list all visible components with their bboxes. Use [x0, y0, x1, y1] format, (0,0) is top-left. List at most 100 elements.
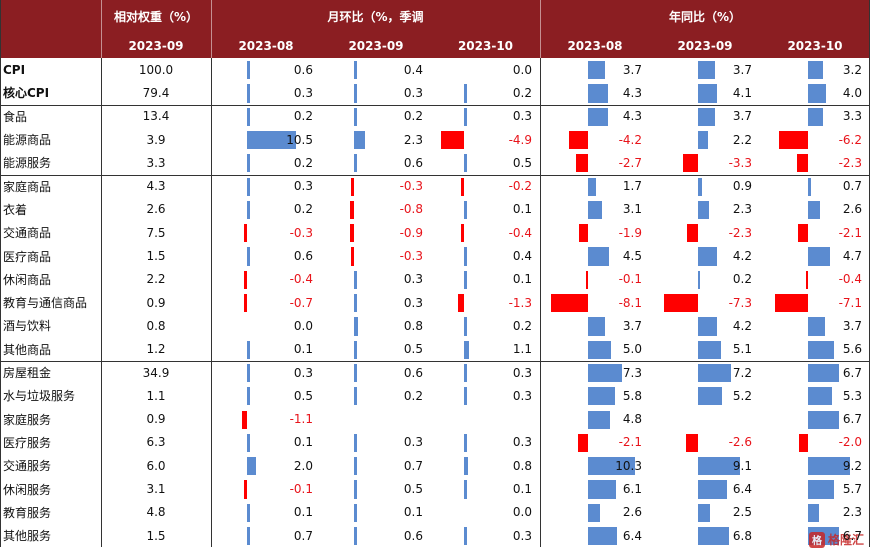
table-row: 交通服务 6.0 2.0 0.7 0.8 10.3 9.1 9.2: [0, 454, 870, 477]
mom-bar: [247, 61, 250, 80]
row-label: 教育服务: [3, 505, 52, 520]
mom-value: 10.5: [286, 132, 313, 147]
yoy-value: 7.3: [622, 365, 642, 380]
row-label: 食品: [3, 109, 28, 124]
mom-value: 0.3: [293, 365, 313, 380]
table-row: 休闲商品 2.2 -0.4 0.3 0.1 -0.1 0.2 -0.4: [0, 268, 870, 291]
mom-value: 2.0: [293, 458, 313, 473]
row-label: 能源服务: [3, 156, 52, 171]
mom-value: 0.1: [293, 435, 313, 450]
mom-value: 0.6: [403, 365, 423, 380]
yoy-value: 3.7: [732, 109, 752, 124]
yoy-value: 3.7: [622, 62, 642, 77]
row-label: 水与垃圾服务: [3, 389, 76, 404]
yoy-value: 6.1: [622, 482, 642, 497]
mom-value: 0.5: [293, 388, 313, 403]
mom-bar: [354, 457, 358, 476]
mom-bar: [349, 224, 354, 243]
mom-value: -1.3: [508, 295, 532, 310]
weight-value: 7.5: [146, 225, 166, 240]
mom-bar: [464, 317, 467, 336]
yoy-bar: [698, 503, 710, 522]
yoy-value: -6.2: [838, 132, 862, 147]
yoy-period-1: 2023-08: [540, 33, 650, 58]
row-label: 能源商品: [3, 133, 52, 148]
table-row: 核心CPI 79.4 0.3 0.3 0.2 4.3 4.1 4.0: [0, 81, 870, 104]
mom-value: -4.9: [508, 132, 532, 147]
yoy-bar: [808, 200, 820, 220]
mom-bar: [247, 433, 250, 453]
yoy-value: 2.3: [732, 202, 752, 217]
yoy-value: 5.1: [732, 342, 752, 357]
mom-bar: [354, 294, 357, 313]
table-row: 交通商品 7.5 -0.3 -0.9 -0.4 -1.9 -2.3 -2.1: [0, 221, 870, 244]
weight-value: 1.1: [146, 388, 166, 403]
mom-value: -0.3: [399, 249, 423, 264]
yoy-bar: [578, 433, 588, 453]
yoy-value: 5.7: [842, 482, 862, 497]
mom-value: -0.1: [289, 482, 313, 497]
mom-value: 0.2: [512, 318, 532, 333]
weight-title: 相对权重（%）: [101, 0, 211, 33]
yoy-bar: [808, 107, 824, 126]
mom-value: -1.1: [289, 412, 313, 427]
yoy-bar: [775, 294, 808, 313]
yoy-value: -7.1: [838, 295, 862, 310]
mom-value: -0.4: [508, 225, 532, 240]
mom-bar: [244, 224, 247, 243]
weight-value: 4.8: [146, 505, 166, 520]
yoy-value: -2.1: [838, 225, 862, 240]
mom-value: 0.0: [293, 318, 313, 333]
header-corner: [0, 0, 101, 58]
mom-value: 0.2: [512, 85, 532, 100]
mom-bar: [354, 154, 357, 173]
mom-value: 0.7: [403, 458, 423, 473]
yoy-value: [650, 408, 760, 431]
mom-bar: [354, 503, 357, 522]
yoy-value: -3.3: [728, 155, 752, 170]
yoy-bar: [808, 177, 812, 196]
yoy-value: 2.3: [842, 505, 862, 520]
yoy-value: 3.2: [842, 62, 862, 77]
yoy-bar: [698, 457, 740, 476]
mom-value: 0.3: [512, 365, 532, 380]
yoy-bar: [588, 61, 606, 80]
yoy-value: 3.1: [622, 202, 642, 217]
yoy-value: -4.2: [618, 132, 642, 147]
mom-bar: [241, 410, 247, 429]
mom-value: 0.0: [512, 62, 532, 77]
mom-period-3: 2023-10: [431, 33, 540, 58]
mom-value: 0.1: [293, 505, 313, 520]
table-row: 能源服务 3.3 0.2 0.6 0.5 -2.7 -3.3 -2.3: [0, 151, 870, 174]
table-row: CPI 100.0 0.6 0.4 0.0 3.7 3.7 3.2: [0, 58, 870, 81]
weight-value: 4.3: [146, 179, 166, 194]
row-label: 医疗商品: [3, 249, 52, 264]
mom-bar: [464, 457, 468, 476]
yoy-bar: [664, 294, 698, 313]
weight-value: 100.0: [138, 62, 174, 77]
yoy-value: -2.3: [838, 155, 862, 170]
yoy-bar: [798, 224, 808, 243]
yoy-bar: [588, 387, 615, 406]
yoy-value: 4.7: [842, 249, 862, 264]
mom-value: -0.9: [399, 225, 423, 240]
yoy-bar: [550, 294, 588, 313]
yoy-bar: [588, 84, 608, 103]
yoy-bar: [686, 433, 698, 453]
yoy-bar: [808, 480, 835, 499]
weight-value: 3.9: [146, 132, 166, 147]
yoy-value: 4.0: [842, 85, 862, 100]
yoy-bar: [808, 340, 834, 359]
mom-period-1: 2023-08: [211, 33, 321, 58]
mom-bar: [464, 480, 467, 499]
yoy-value: 7.2: [732, 365, 752, 380]
yoy-value: 6.7: [842, 528, 862, 543]
column-divider: [540, 58, 541, 548]
mom-value: 2.3: [403, 132, 423, 147]
yoy-bar: [698, 61, 716, 80]
table-row: 医疗服务 6.3 0.1 0.3 0.3 -2.1 -2.6 -2.0: [0, 431, 870, 454]
yoy-value: 4.3: [622, 109, 642, 124]
row-label: 其他商品: [3, 342, 52, 357]
mom-bar: [247, 154, 250, 173]
